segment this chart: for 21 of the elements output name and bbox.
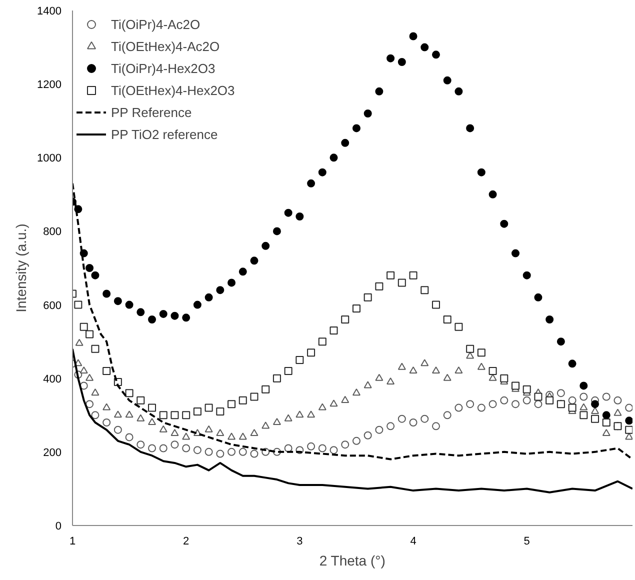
y-tick-label: 400 xyxy=(43,373,62,386)
legend-label: Ti(OEtHex)4-Ac2O xyxy=(111,38,220,54)
x-tick-label: 5 xyxy=(524,536,530,548)
y-tick-label: 200 xyxy=(43,446,62,459)
legend-label: Ti(OEtHex)4-Hex2O3 xyxy=(111,82,235,98)
legend-label: PP Reference xyxy=(111,104,192,120)
y-axis-title: Intensity (a.u.) xyxy=(13,224,30,312)
legend-label: PP TiO2 reference xyxy=(111,126,218,142)
y-tick-label: 600 xyxy=(43,300,62,312)
x-tick-label: 3 xyxy=(296,536,303,548)
y-tick-label: 1200 xyxy=(37,79,62,92)
x-tick-label: 1 xyxy=(69,536,76,548)
legend-label: Ti(OiPr)4-Ac2O xyxy=(111,16,200,32)
x-axis-title: 2 Theta (°) xyxy=(319,552,386,568)
x-tick-label: 2 xyxy=(183,536,190,548)
y-tick-label: 0 xyxy=(55,520,62,532)
y-tick-label: 1000 xyxy=(37,152,62,165)
x-tick-label: 4 xyxy=(410,536,416,548)
y-tick-label: 1400 xyxy=(37,6,62,18)
y-tick-label: 800 xyxy=(43,226,62,238)
legend-label: Ti(OiPr)4-Hex2O3 xyxy=(111,60,216,76)
